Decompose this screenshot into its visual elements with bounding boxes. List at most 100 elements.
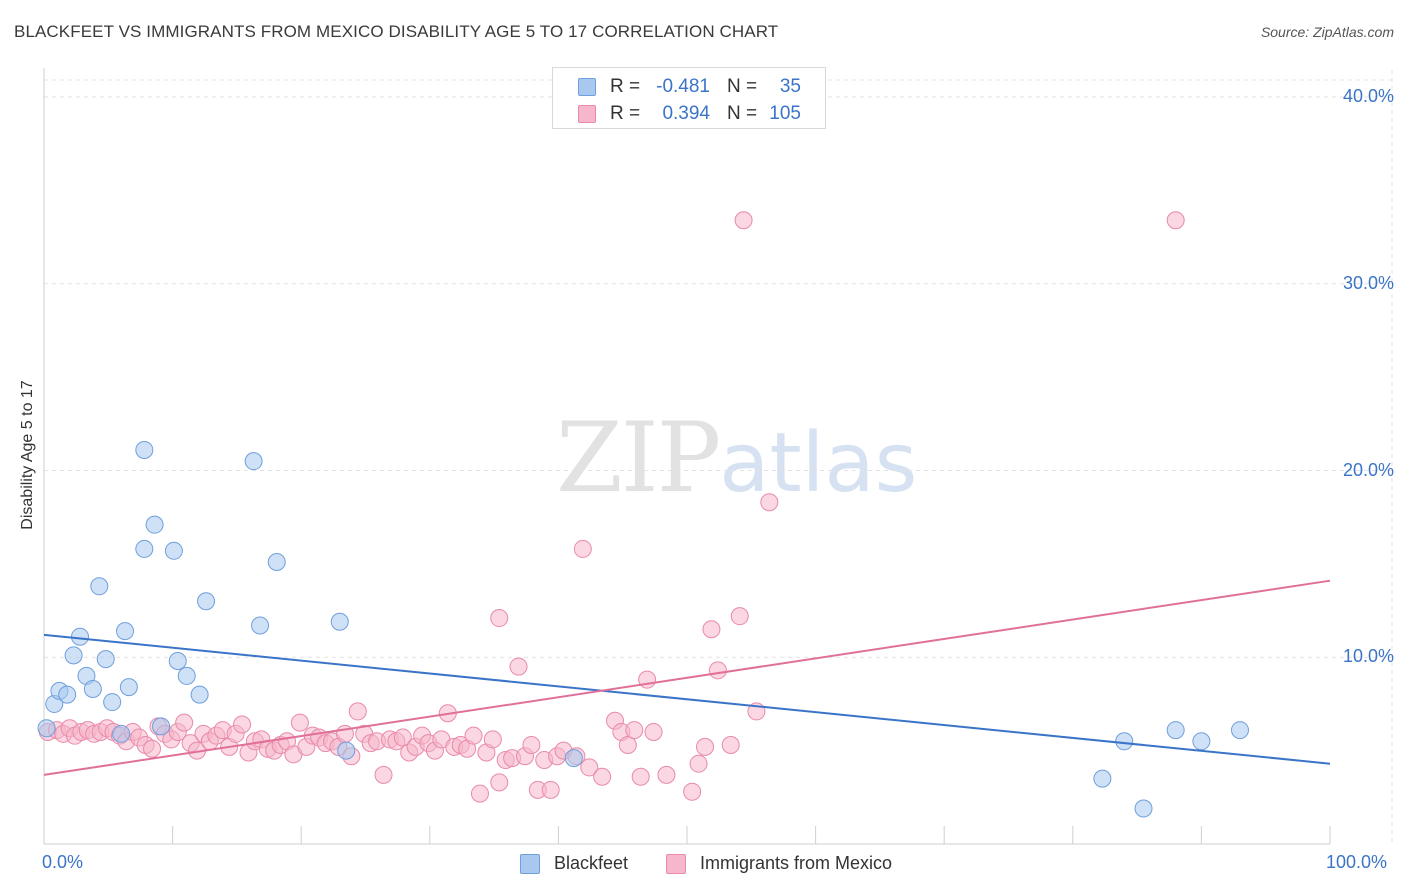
- r-label: R =: [610, 103, 641, 124]
- mexico-legend-swatch: [666, 854, 686, 874]
- data-point: [135, 539, 154, 558]
- data-point: [483, 730, 502, 749]
- data-point: [1166, 211, 1185, 230]
- data-point: [490, 773, 509, 792]
- data-point: [374, 765, 393, 784]
- data-point: [464, 726, 483, 745]
- r-value: 0.394: [662, 103, 710, 124]
- trend-line-mexico: [43, 579, 1331, 776]
- data-point: [631, 767, 650, 786]
- data-point: [683, 782, 702, 801]
- data-point: [233, 715, 252, 734]
- data-point: [168, 651, 187, 670]
- data-point: [152, 717, 171, 736]
- data-point: [83, 679, 102, 698]
- data-point: [190, 685, 209, 704]
- n-label: N =: [727, 103, 758, 124]
- data-point: [290, 713, 309, 732]
- series-blackfeet: [37, 440, 1249, 818]
- data-point: [625, 721, 644, 740]
- data-point: [1134, 799, 1153, 818]
- data-point: [1230, 721, 1249, 740]
- data-point: [177, 666, 196, 685]
- data-point: [708, 661, 727, 680]
- legend-label-blackfeet: Blackfeet: [554, 853, 629, 873]
- series-immigrants-from-mexico: [38, 211, 1185, 803]
- data-point: [1093, 769, 1112, 788]
- data-point: [522, 736, 541, 755]
- series-legend: Blackfeet Immigrants from Mexico: [0, 852, 1406, 878]
- data-point: [348, 702, 367, 721]
- data-point: [760, 493, 779, 512]
- axes: [43, 68, 1331, 845]
- n-value: 35: [779, 76, 801, 97]
- n-label: N =: [727, 76, 758, 97]
- r-label: R =: [610, 76, 641, 97]
- data-point: [1166, 721, 1185, 740]
- watermark-zip: ZIP: [556, 402, 721, 514]
- y-tick-label: 10.0%: [1342, 646, 1394, 667]
- data-point: [564, 749, 583, 768]
- data-point: [197, 592, 216, 611]
- data-point: [175, 713, 194, 732]
- data-point: [618, 736, 637, 755]
- blackfeet-legend-swatch: [520, 854, 540, 874]
- data-point: [251, 616, 270, 635]
- data-point: [730, 607, 749, 626]
- data-point: [37, 719, 56, 738]
- trend-lines: [43, 579, 1331, 776]
- blackfeet-swatch: [578, 78, 596, 96]
- data-point: [71, 627, 90, 646]
- data-point: [244, 452, 263, 471]
- data-point: [1115, 732, 1134, 751]
- chart-source: Source: ZipAtlas.com: [1260, 24, 1394, 40]
- data-point: [573, 539, 592, 558]
- data-point: [689, 754, 708, 773]
- data-point: [64, 646, 83, 665]
- data-point: [143, 739, 162, 758]
- data-point: [112, 724, 131, 743]
- data-point: [58, 685, 77, 704]
- r-value: -0.481: [656, 76, 710, 97]
- data-point: [119, 678, 138, 697]
- mexico-swatch: [578, 105, 596, 123]
- data-point: [103, 693, 122, 712]
- data-point: [657, 765, 676, 784]
- data-point: [696, 737, 715, 756]
- data-point: [1192, 732, 1211, 751]
- data-point: [541, 780, 560, 799]
- y-tick-label: 20.0%: [1342, 459, 1394, 480]
- x-tick-label-max: 100.0%: [1326, 852, 1388, 872]
- stats-legend: R = -0.481 N = 35 R = 0.394 N = 105: [552, 67, 826, 129]
- data-point: [721, 736, 740, 755]
- legend-label-mexico: Immigrants from Mexico: [700, 853, 893, 873]
- data-point: [490, 609, 509, 628]
- watermark-atlas: atlas: [719, 416, 918, 511]
- data-point: [145, 515, 164, 534]
- data-point: [164, 541, 183, 560]
- x-tick-label-min: 0.0%: [42, 852, 84, 872]
- trend-line-blackfeet: [43, 633, 1331, 765]
- chart-title: BLACKFEET VS IMMIGRANTS FROM MEXICO DISA…: [14, 22, 779, 41]
- y-tick-label: 30.0%: [1342, 272, 1394, 293]
- data-point: [96, 650, 115, 669]
- stats-legend-row-blackfeet: R = -0.481 N = 35: [553, 74, 825, 100]
- stats-legend-row-mexico: R = 0.394 N = 105: [553, 101, 825, 127]
- data-point: [330, 612, 349, 631]
- data-point: [644, 722, 663, 741]
- data-point: [267, 553, 286, 572]
- data-point: [135, 440, 154, 459]
- n-value: 105: [769, 103, 801, 124]
- data-point: [509, 657, 528, 676]
- data-point: [734, 211, 753, 230]
- data-point: [90, 577, 109, 596]
- data-point: [393, 728, 412, 747]
- y-tick-label: 40.0%: [1342, 86, 1394, 106]
- data-point: [470, 784, 489, 803]
- data-point: [593, 767, 612, 786]
- data-point: [580, 758, 599, 777]
- data-point: [116, 622, 135, 641]
- watermark: ZIPatlas: [556, 402, 917, 514]
- data-point: [337, 741, 356, 760]
